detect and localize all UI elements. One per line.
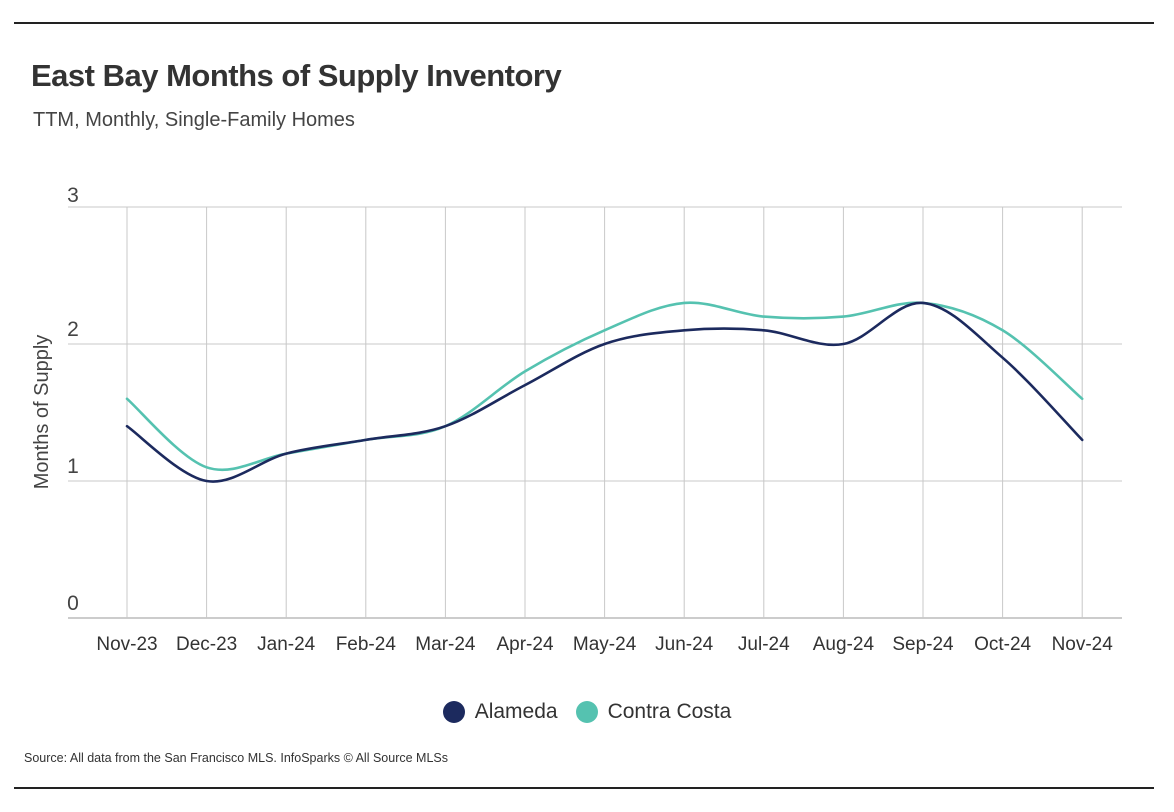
series-line-alameda (125, 301, 1084, 483)
y-tick-label: 1 (67, 455, 79, 478)
chart-subtitle: TTM, Monthly, Single-Family Homes (33, 109, 355, 131)
legend-label: Alameda (474, 700, 558, 723)
y-tick-label: 3 (67, 184, 79, 207)
y-axis-label: Months of Supply (31, 335, 53, 490)
x-tick-label: Sep-24 (892, 634, 954, 655)
x-tick-label: Nov-23 (96, 634, 157, 655)
x-tick-label: Dec-23 (176, 634, 237, 655)
legend-label: Contra Costa (607, 700, 732, 723)
x-tick-label: Apr-24 (496, 634, 553, 655)
legend-swatch (442, 701, 465, 723)
source-note: Source: All data from the San Francisco … (24, 751, 448, 765)
x-tick-label: Aug-24 (813, 634, 875, 655)
x-tick-label: Jun-24 (655, 634, 714, 655)
x-tick-label: Feb-24 (336, 634, 397, 655)
chart-legend: Alameda Contra Costa (0, 700, 1174, 724)
x-tick-label: Oct-24 (974, 634, 1031, 655)
bottom-rule (14, 787, 1154, 789)
legend-item-alameda: Alameda (442, 700, 558, 724)
y-tick-label: 0 (67, 592, 79, 615)
x-tick-label: May-24 (573, 634, 637, 655)
x-tick-label: Jul-24 (738, 634, 790, 655)
x-tick-label: Jan-24 (257, 634, 316, 655)
chart-title: East Bay Months of Supply Inventory (31, 58, 562, 93)
legend-swatch (575, 701, 598, 723)
x-tick-label: Mar-24 (415, 634, 476, 655)
x-tick-label: Nov-24 (1052, 634, 1114, 655)
top-rule (14, 22, 1154, 24)
legend-item-contra-costa: Contra Costa (575, 700, 732, 724)
y-tick-label: 2 (67, 318, 79, 341)
